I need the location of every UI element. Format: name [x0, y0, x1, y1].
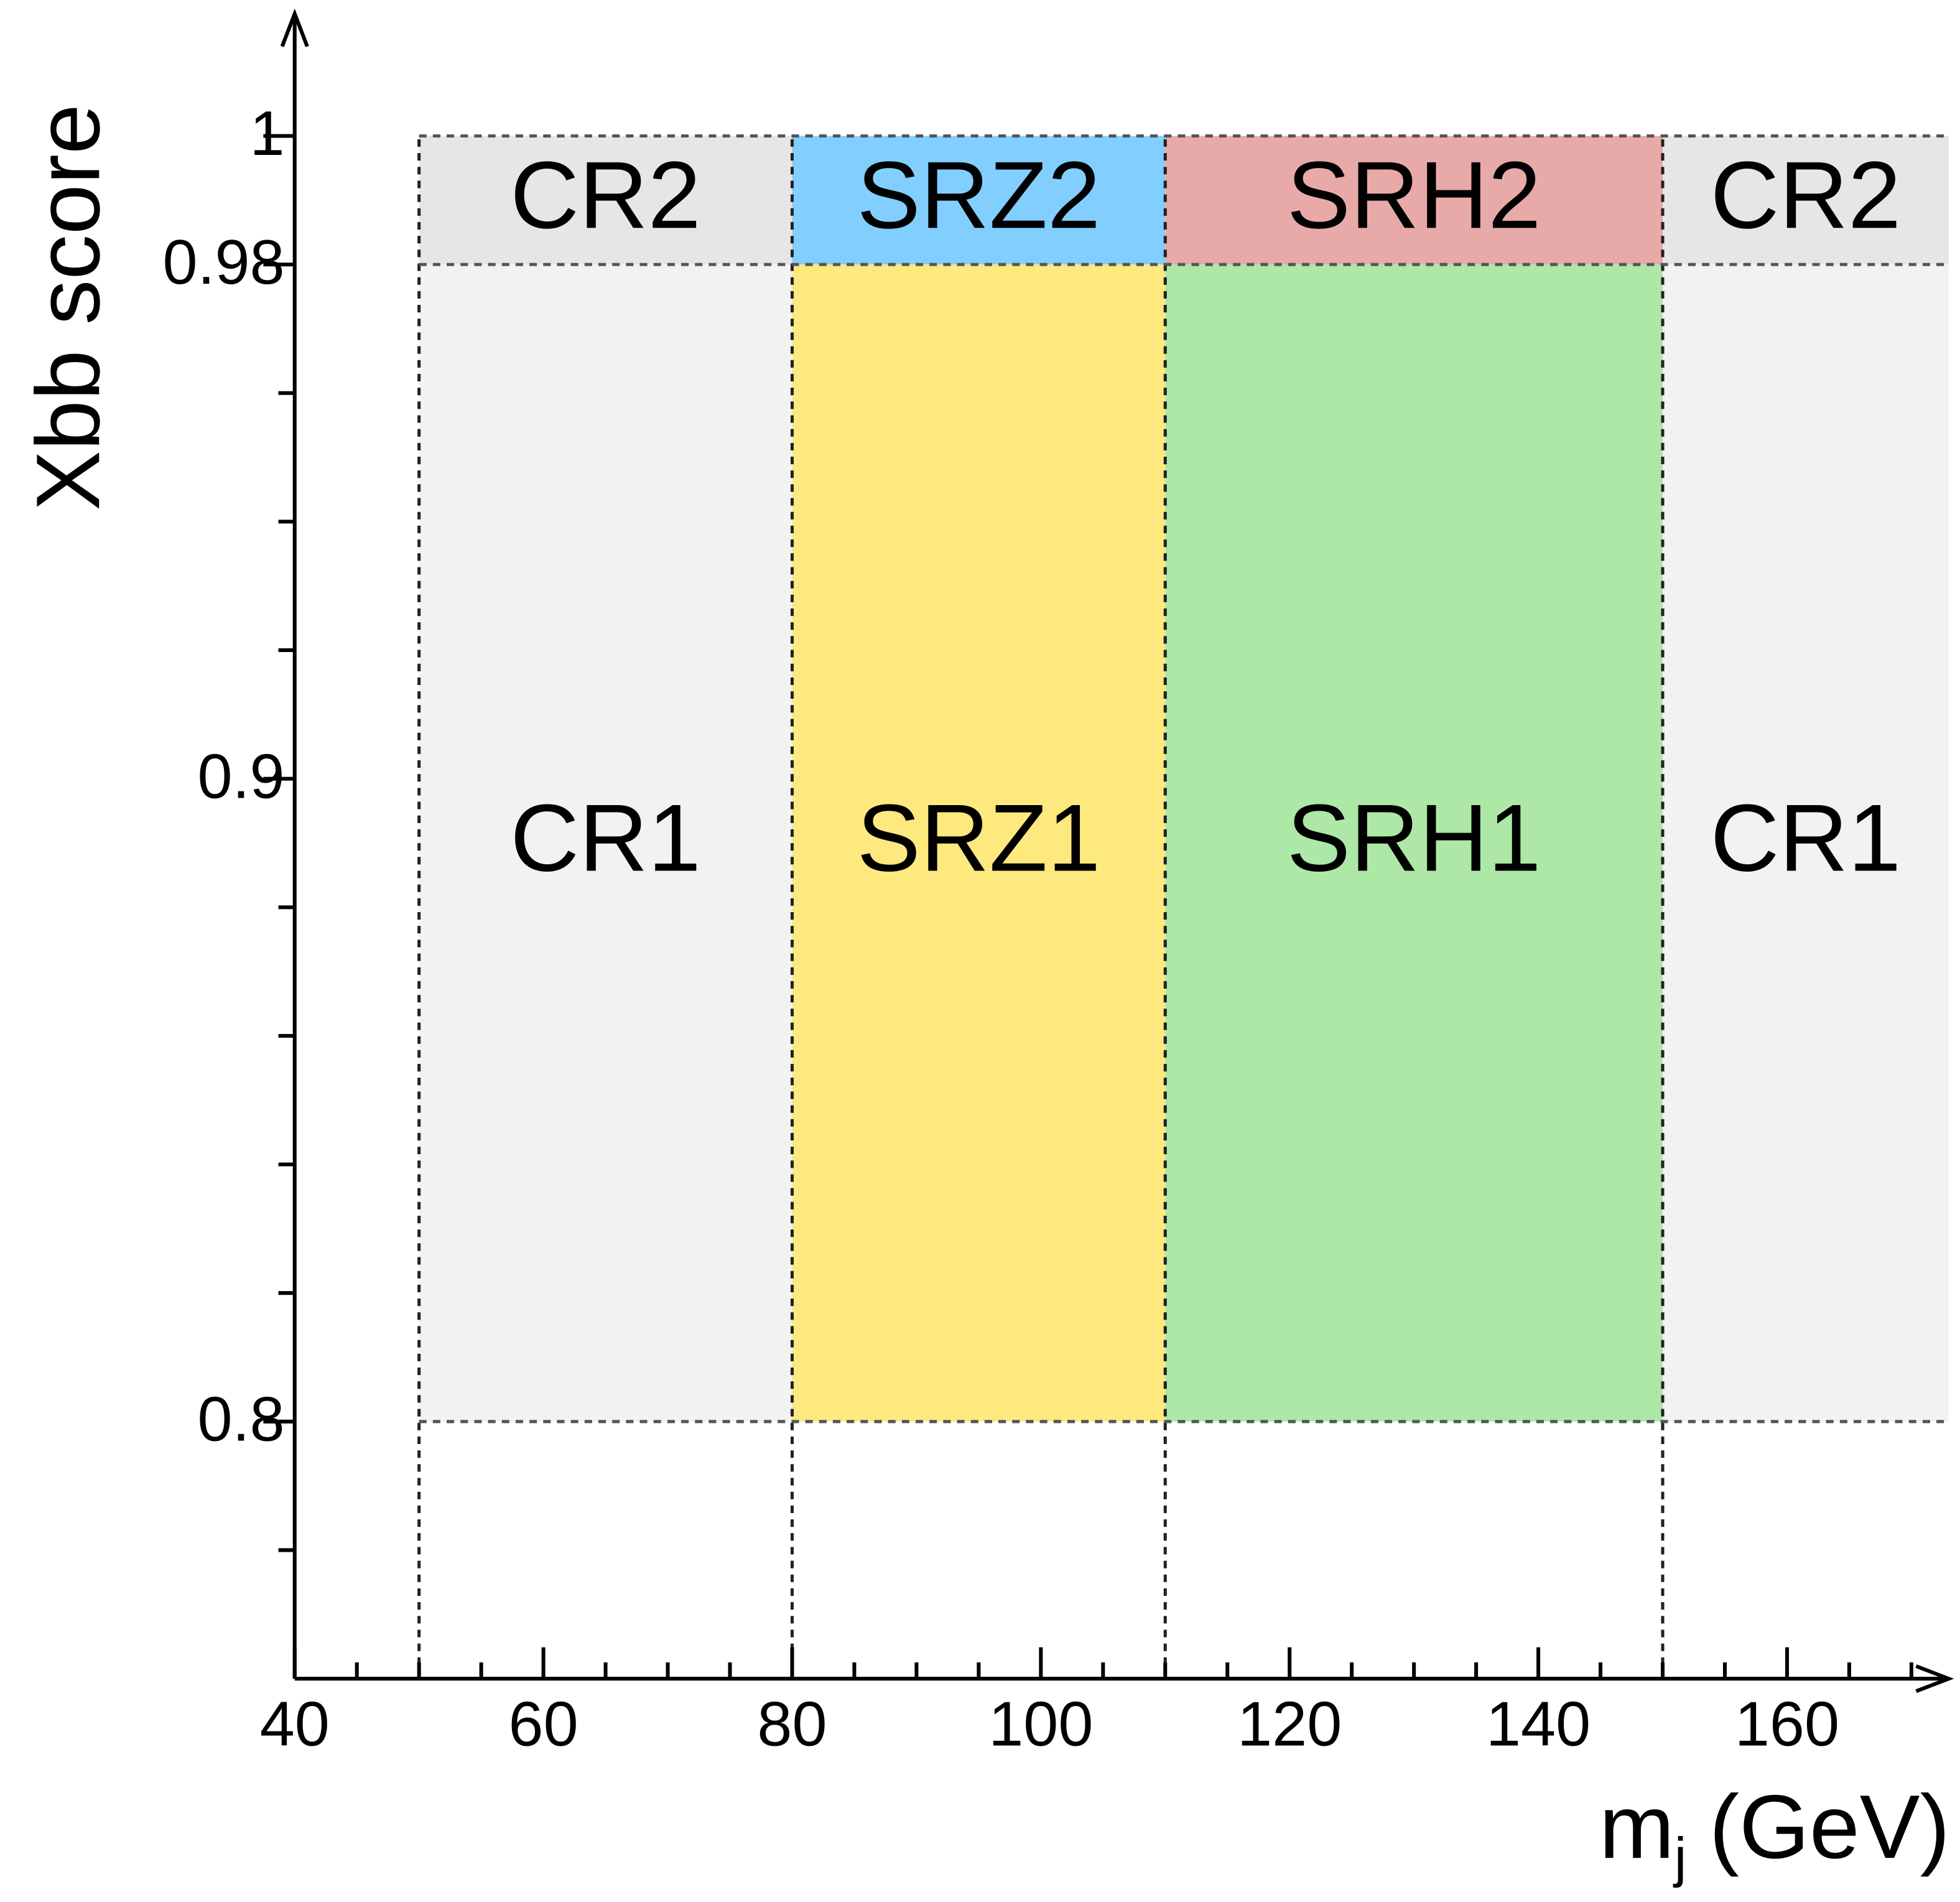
region-label: CR1: [510, 785, 700, 891]
region: [1165, 136, 1663, 265]
x-label-main: m: [1599, 1776, 1674, 1877]
x-tick-label: 160: [1735, 1689, 1839, 1759]
y-tick-label: 0.9: [198, 742, 285, 811]
region-label: CR2: [1711, 142, 1901, 248]
region-label: SRH1: [1287, 785, 1541, 891]
x-tick-label: 60: [509, 1689, 578, 1759]
region-label: CR2: [510, 142, 700, 248]
region: [419, 264, 792, 1422]
y-tick-label: 0.8: [198, 1384, 285, 1454]
x-tick-label: 100: [988, 1689, 1093, 1759]
x-tick-label: 80: [757, 1689, 827, 1759]
region-label: SRZ2: [857, 142, 1101, 248]
region: [792, 136, 1166, 265]
x-label-sub: j: [1673, 1827, 1687, 1888]
y-tick-label: 1: [250, 99, 285, 169]
x-arrow: [1915, 1664, 1954, 1694]
y-tick-label: 0.98: [162, 228, 284, 297]
y-axis-label: Xbb score: [17, 104, 118, 511]
region: [419, 136, 792, 265]
x-label-unit: (GeV): [1709, 1776, 1950, 1877]
region: [1165, 264, 1663, 1422]
region: [1663, 136, 1949, 265]
x-tick-label: 120: [1237, 1689, 1342, 1759]
region-label: SRZ1: [857, 785, 1101, 891]
x-tick-label: 140: [1486, 1689, 1591, 1759]
region-label: CR1: [1711, 785, 1901, 891]
region: [792, 264, 1166, 1422]
y-arrow: [280, 8, 309, 47]
x-tick-label: 40: [260, 1689, 330, 1759]
region-label: SRH2: [1287, 142, 1541, 248]
region: [1663, 264, 1949, 1422]
x-axis-label: mj (GeV): [1599, 1776, 1950, 1888]
